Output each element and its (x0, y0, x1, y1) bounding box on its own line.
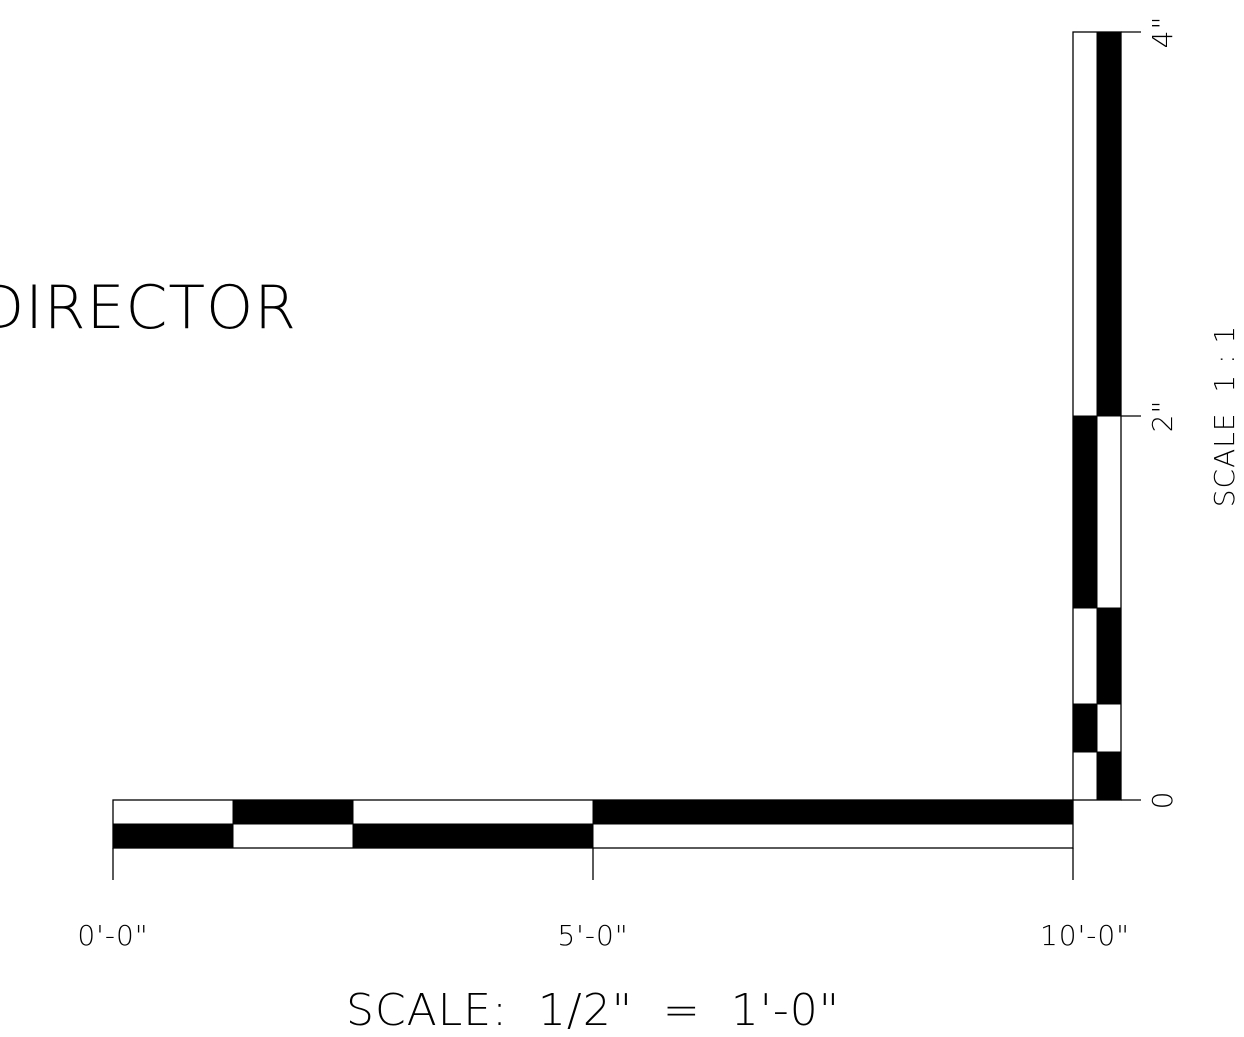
horizontal-scale-caption: SCALE: 1/2" = 1'-0" (346, 985, 840, 1036)
h-segment-top-0 (112, 799, 234, 825)
h-label-5: 5'-0" (557, 919, 628, 952)
v-segment-left-2 (1072, 607, 1098, 705)
h-segment-bottom-3 (592, 823, 1074, 849)
h-segment-top-1 (232, 799, 354, 825)
v-label-4: 4" (1146, 16, 1179, 49)
v-label-0: 0 (1146, 791, 1179, 810)
horizontal-scale-segments (112, 799, 1074, 849)
v-label-2: 2" (1146, 400, 1179, 433)
h-segment-bottom-2 (352, 823, 594, 849)
h-segment-top-3 (592, 799, 1074, 825)
title-fragment: DIRECTOR (0, 273, 297, 343)
h-segment-top-2 (352, 799, 594, 825)
v-segment-left-4 (1072, 31, 1098, 417)
v-segment-right-0 (1096, 751, 1122, 801)
h-segment-bottom-0 (112, 823, 234, 849)
vertical-scale-bar: 0 2" 4" SCALE 1 : 1 (1072, 16, 1241, 810)
horizontal-scale-bar: 0'-0" 5'-0" 10'-0" SCALE: 1/2" = 1'-0" (77, 799, 1130, 1036)
vertical-scale-segments (1072, 31, 1122, 801)
h-label-10: 10'-0" (1040, 919, 1130, 952)
v-segment-left-3 (1072, 415, 1098, 609)
h-label-0: 0'-0" (77, 919, 148, 952)
v-segment-left-1 (1072, 703, 1098, 753)
vertical-scale-caption: SCALE 1 : 1 (1208, 325, 1241, 507)
h-segment-bottom-1 (232, 823, 354, 849)
v-segment-right-1 (1096, 703, 1122, 753)
v-segment-left-0 (1072, 751, 1098, 801)
v-segment-right-3 (1096, 415, 1122, 609)
v-segment-right-4 (1096, 31, 1122, 417)
v-segment-right-2 (1096, 607, 1122, 705)
